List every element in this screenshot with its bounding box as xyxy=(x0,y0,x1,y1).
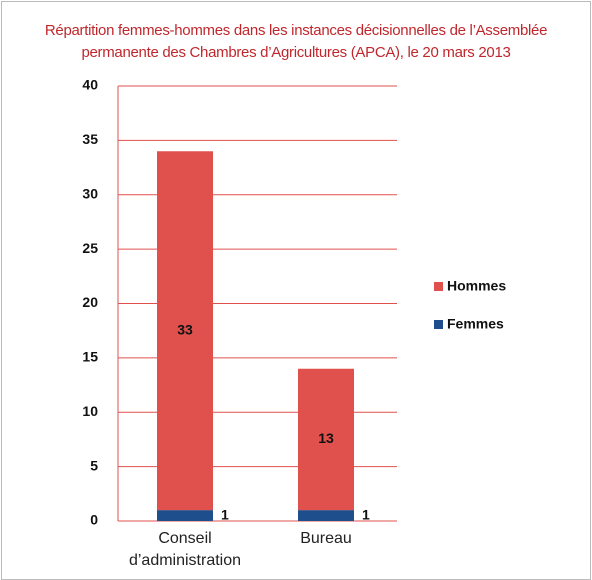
chart-title: Répartition femmes-hommes dans les insta… xyxy=(44,22,548,61)
y-tick-label: 25 xyxy=(82,240,98,256)
data-label: 1 xyxy=(221,506,229,522)
legend-label: Hommes xyxy=(447,278,506,294)
bar-segment xyxy=(157,510,213,521)
legend-swatch xyxy=(434,320,443,329)
legend-label: Femmes xyxy=(447,316,504,332)
y-tick-label: 5 xyxy=(90,457,98,473)
data-label: 13 xyxy=(318,430,334,446)
data-label: 1 xyxy=(362,506,370,522)
bar-segment xyxy=(298,510,354,521)
y-tick-label: 20 xyxy=(82,294,98,310)
y-tick-label: 30 xyxy=(82,185,98,201)
y-tick-label: 35 xyxy=(82,131,98,147)
bar-segment xyxy=(298,368,354,511)
y-tick-label: 10 xyxy=(82,403,98,419)
y-tick-label: 15 xyxy=(82,349,98,365)
legend-swatch xyxy=(434,282,443,291)
data-label: 33 xyxy=(177,321,193,337)
bar-segment xyxy=(157,151,213,511)
y-tick-label: 40 xyxy=(82,77,98,93)
x-tick-label: Bureau xyxy=(300,530,352,547)
y-tick-label: 0 xyxy=(90,512,98,528)
x-tick-label: Conseil d’administration xyxy=(128,530,242,569)
